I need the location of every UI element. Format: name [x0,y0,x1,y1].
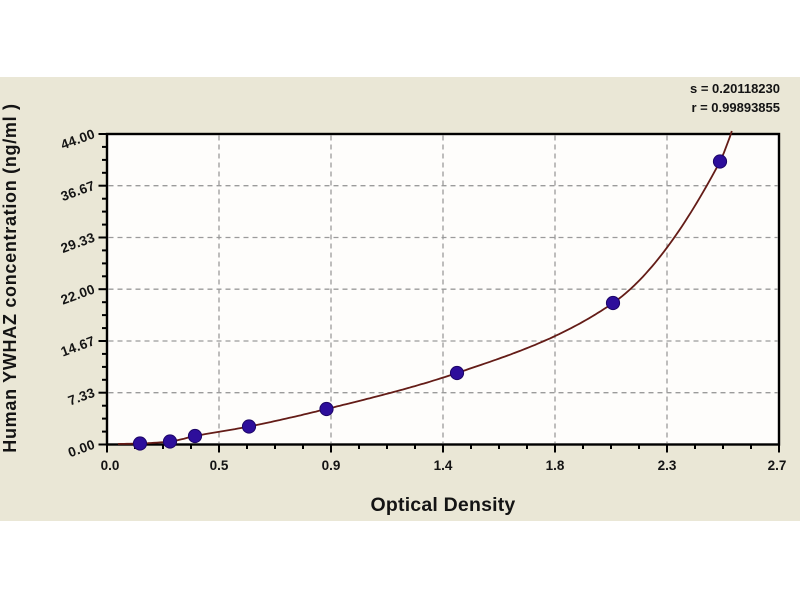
svg-text:0.0: 0.0 [101,458,120,473]
svg-text:s = 0.20118230: s = 0.20118230 [690,81,780,96]
svg-text:Human YWHAZ concentration (ng/: Human YWHAZ concentration (ng/ml ) [0,103,20,452]
svg-text:1.4: 1.4 [434,458,453,473]
svg-text:2.7: 2.7 [768,458,787,473]
svg-text:r = 0.99893855: r = 0.99893855 [691,100,780,115]
svg-text:2.3: 2.3 [658,458,677,473]
svg-text:1.8: 1.8 [546,458,565,473]
svg-text:Optical Density: Optical Density [371,494,516,516]
svg-text:0.9: 0.9 [322,458,341,473]
svg-text:0.5: 0.5 [210,458,229,473]
